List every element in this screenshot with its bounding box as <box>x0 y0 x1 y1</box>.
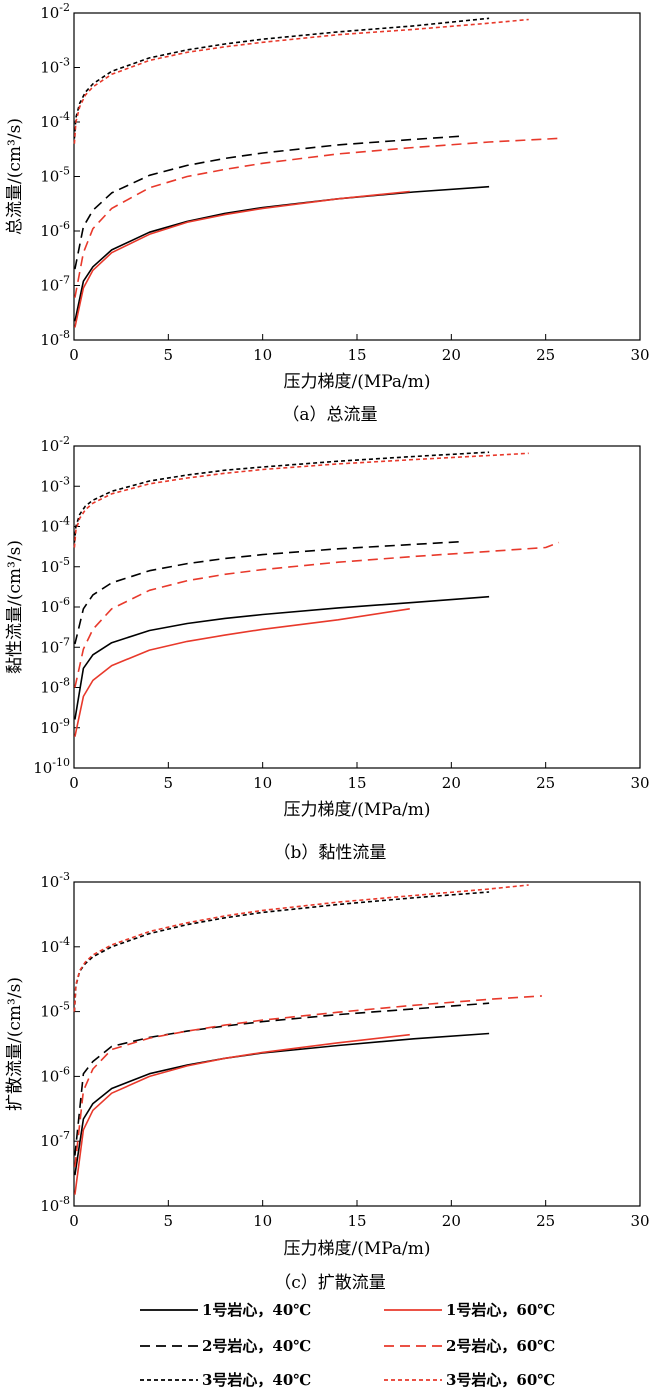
series-line <box>74 135 461 270</box>
plot-frame <box>73 12 641 341</box>
x-tick-label: 0 <box>69 774 79 792</box>
series-line <box>74 608 410 737</box>
series-line <box>74 185 490 322</box>
chart-panel: 0 5 10 15 20 25 30 10-8 10-7 10-6 10-5 10-4 10-3 10-2… <box>5 1 650 425</box>
y-tick-label: 10-8 <box>40 1194 70 1215</box>
series-line <box>74 190 410 328</box>
y-tick-label: 10-7 <box>40 1129 70 1150</box>
y-tick-label: 10-6 <box>40 595 70 616</box>
x-tick-label: 15 <box>347 774 366 792</box>
y-tick-label: 10-4 <box>40 110 70 131</box>
x-axis-label: 压力梯度/(MPa/m) <box>283 1239 430 1259</box>
y-tick-label: 10-2 <box>40 1 70 22</box>
x-tick-label: 30 <box>630 774 649 792</box>
x-tick-label: 0 <box>69 1212 79 1230</box>
x-tick-label: 10 <box>253 1212 272 1230</box>
x-tick-label: 15 <box>347 1212 366 1230</box>
series-line <box>73 884 529 1012</box>
legend-label: 2号岩心，60℃ <box>446 1337 555 1355</box>
x-tick-label: 5 <box>164 1212 174 1230</box>
panel-caption: （c）扩散流量 <box>274 1273 386 1293</box>
series-line <box>73 17 490 139</box>
y-axis-label: 黏性流量/(cm³/s) <box>5 540 25 674</box>
x-tick-label: 5 <box>164 346 174 364</box>
legend-label: 1号岩心，40℃ <box>202 1301 311 1319</box>
y-tick-label: 10-4 <box>40 515 70 536</box>
x-tick-label: 25 <box>536 774 555 792</box>
y-tick-label: 10-5 <box>40 165 70 186</box>
y-tick-label: 10-8 <box>40 328 70 349</box>
chart-panel: 0 5 10 15 20 25 30 10-10 10-9 10-8 10-7 10-6 10-5 10-… <box>5 434 650 863</box>
legend-label: 3号岩心，60℃ <box>446 1371 555 1389</box>
series-line <box>74 540 461 645</box>
x-tick-label: 0 <box>69 346 79 364</box>
chart-panel: 0 5 10 15 20 25 30 10-8 10-7 10-6 10-5 10-4 10-3 压力梯度… <box>5 870 650 1293</box>
y-tick-label: 10-2 <box>40 434 70 455</box>
series-line <box>74 541 560 688</box>
y-tick-label: 10-7 <box>40 274 70 295</box>
y-tick-label: 10-5 <box>40 1000 70 1021</box>
x-axis-label: 压力梯度/(MPa/m) <box>283 372 430 392</box>
series-line <box>73 452 529 548</box>
y-tick-label: 10-6 <box>40 1064 70 1085</box>
series-line <box>74 995 542 1168</box>
x-tick-label: 20 <box>442 346 461 364</box>
panel-caption: （a）总流量 <box>282 405 377 425</box>
y-tick-label: 10-7 <box>40 635 70 656</box>
series-line <box>74 1002 490 1156</box>
y-tick-label: 10-3 <box>40 56 70 77</box>
y-tick-label: 10-4 <box>40 935 70 956</box>
x-tick-label: 10 <box>253 774 272 792</box>
x-tick-label: 10 <box>253 346 272 364</box>
x-tick-label: 20 <box>442 1212 461 1230</box>
legend-label: 1号岩心，60℃ <box>446 1301 555 1319</box>
y-tick-label: 10-3 <box>40 870 70 891</box>
x-tick-label: 30 <box>630 1212 649 1230</box>
y-tick-label: 10-3 <box>40 474 70 495</box>
legend-label: 2号岩心，40℃ <box>202 1337 311 1355</box>
series-line <box>74 595 490 720</box>
series-line <box>74 137 559 298</box>
x-tick-label: 25 <box>536 346 555 364</box>
series-line <box>74 1032 490 1176</box>
y-tick-label: 10-6 <box>40 219 70 240</box>
legend-label: 3号岩心，40℃ <box>202 1371 311 1389</box>
x-tick-label: 5 <box>164 774 174 792</box>
y-axis-label: 扩散流量/(cm³/s) <box>5 977 25 1111</box>
legend: 1号岩心，40℃ 1号岩心，60℃ 2号岩心，40℃ 2号岩心，60℃ 3号岩心，40℃… <box>140 1301 555 1389</box>
series-line <box>73 18 529 144</box>
x-tick-label: 25 <box>536 1212 555 1230</box>
y-tick-label: 10-5 <box>40 555 70 576</box>
panel-caption: （b）黏性流量 <box>274 843 387 863</box>
series-line <box>73 891 490 1012</box>
series-line <box>74 1033 410 1195</box>
y-axis-label: 总流量/(cm³/s) <box>5 118 25 235</box>
x-tick-label: 15 <box>347 346 366 364</box>
y-tick-label: 10-9 <box>40 716 70 737</box>
x-tick-label: 30 <box>630 346 649 364</box>
x-axis-label: 压力梯度/(MPa/m) <box>283 800 430 820</box>
x-tick-label: 20 <box>442 774 461 792</box>
y-tick-label: 10-10 <box>33 756 70 777</box>
y-tick-label: 10-8 <box>40 676 70 697</box>
series-line <box>73 451 490 543</box>
